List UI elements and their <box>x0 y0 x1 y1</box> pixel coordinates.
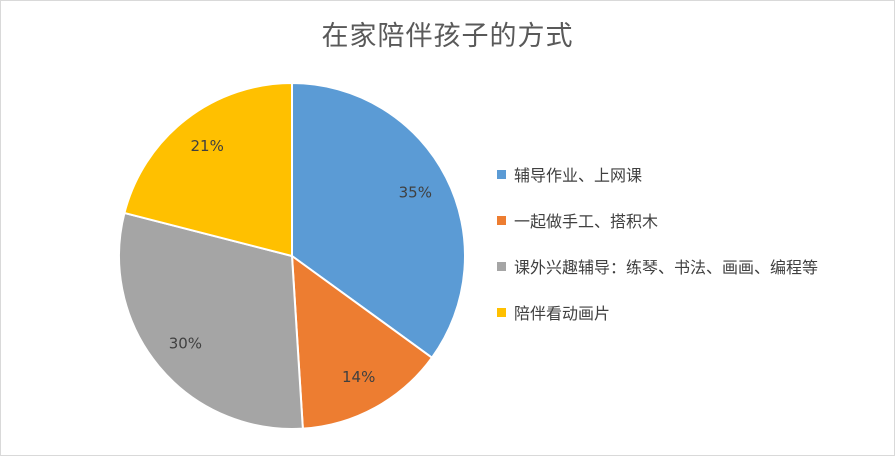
legend-item-4: 陪伴看动画片 <box>497 302 818 323</box>
chart-title: 在家陪伴孩子的方式 <box>321 21 574 52</box>
data-label-2: 14% <box>342 368 375 386</box>
legend-swatch <box>497 307 506 317</box>
legend-swatch <box>497 169 506 179</box>
legend-swatch <box>497 215 506 225</box>
chart-legend: 辅导作业、上网课 一起做手工、搭积木课外兴趣辅导：练琴、书法、画画、编程等 陪伴看动… <box>497 164 818 348</box>
pie-slice-1 <box>291 81 466 360</box>
legend-label: 课外兴趣辅导：练琴、书法、画画、编程等 <box>514 258 819 277</box>
data-label-3: 30% <box>169 335 202 353</box>
legend-label: 一起做手工、搭积木 <box>514 212 659 231</box>
legend-label: 陪伴看动画片 <box>514 304 611 323</box>
pie-data-labels: 35% 14% 30% 21% <box>169 137 432 386</box>
legend-item-2: 一起做手工、搭积木 <box>497 210 818 231</box>
legend-item-1: 辅导作业、上网课 <box>497 164 818 185</box>
pie-slice-3 <box>118 211 304 430</box>
legend-item-3: 课外兴趣辅导：练琴、书法、画画、编程等 <box>497 256 819 277</box>
pie-slice-4 <box>123 81 293 258</box>
pie-slice-2 <box>290 253 434 430</box>
data-label-4: 21% <box>191 137 224 155</box>
legend-label: 辅导作业、上网课 <box>514 166 643 185</box>
pie-slices <box>118 81 466 430</box>
data-label-1: 35% <box>399 184 432 202</box>
legend-swatch <box>497 261 506 271</box>
